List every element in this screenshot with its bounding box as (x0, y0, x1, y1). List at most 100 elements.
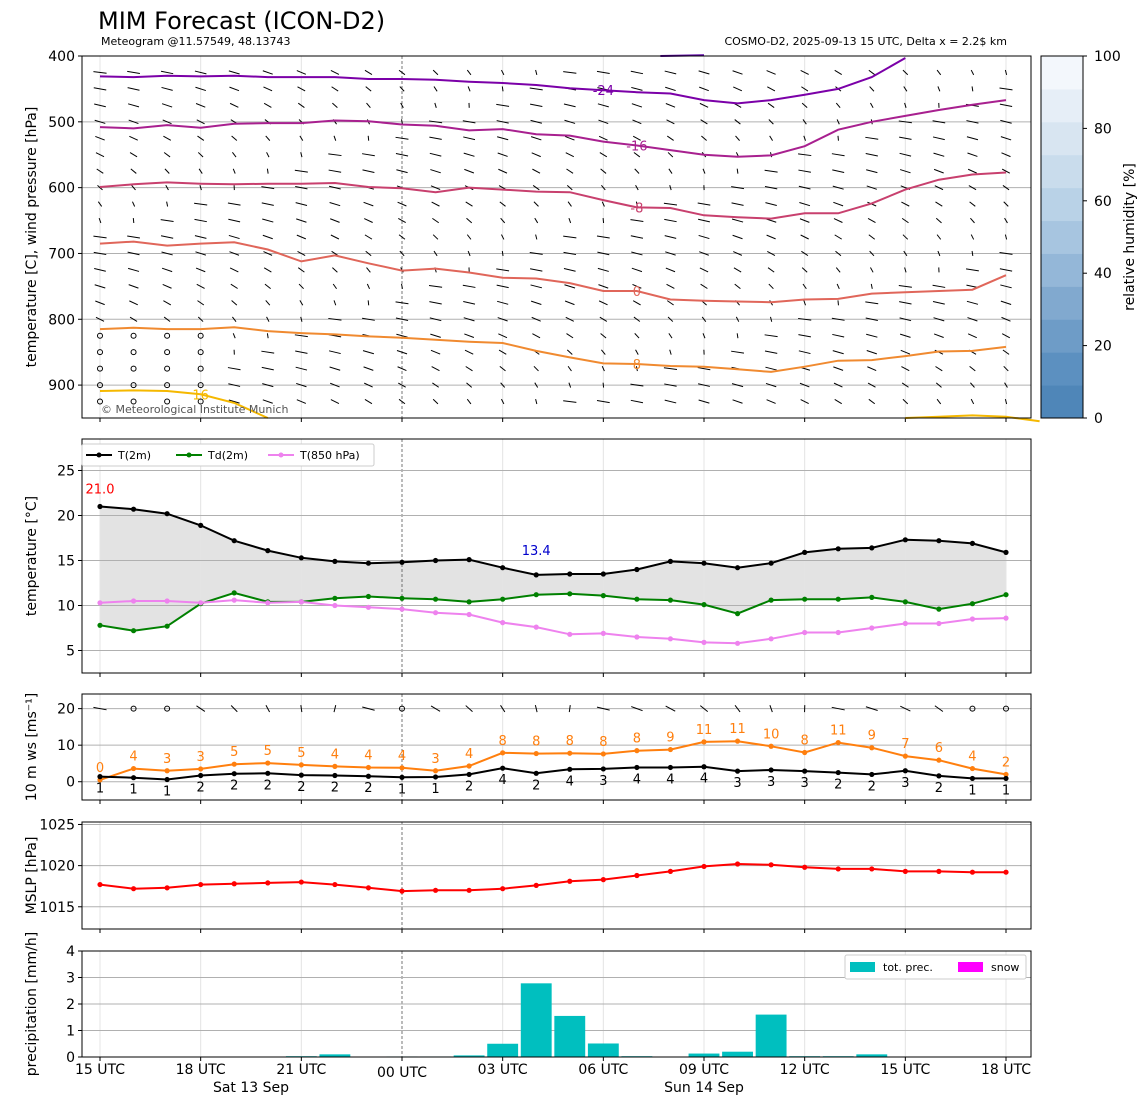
series-point-1 (567, 591, 573, 597)
wind-barb (262, 70, 273, 75)
wind-barb (932, 136, 945, 141)
wind-barb (232, 316, 237, 322)
series-point-1 (734, 611, 741, 617)
wind-barb (366, 102, 371, 109)
colorbar-tick-label: 100 (1094, 49, 1121, 65)
wind-barb (365, 86, 372, 92)
legend-swatch-totprec (850, 962, 875, 972)
calm-circle (164, 349, 171, 356)
wind-barb (266, 168, 269, 174)
wind-barb (801, 267, 808, 273)
wind-value-label: 2 (532, 778, 540, 793)
wind-barb (197, 135, 205, 141)
colorbar-frame (1040, 55, 1084, 419)
wind-barb (936, 234, 942, 240)
wind-barb (197, 316, 204, 322)
wind-barb (501, 234, 505, 240)
wind-barb (596, 706, 610, 711)
mslp-point (936, 868, 942, 874)
wind-barb (799, 382, 810, 388)
wind-barb (699, 267, 709, 273)
wind-barb (665, 267, 676, 273)
mslp-point (667, 868, 674, 874)
wind-barb (731, 186, 745, 190)
wind-barb (631, 706, 643, 712)
wind-barb (901, 217, 909, 224)
wind-barb (769, 135, 773, 141)
wind-barb (732, 70, 743, 75)
wind-barb (160, 70, 174, 75)
calm-circle (969, 705, 976, 712)
wind-barb (330, 399, 340, 404)
wind-barb (530, 136, 542, 141)
wind-barb (434, 102, 437, 108)
wind-barb (563, 400, 577, 403)
wind-barb (501, 69, 505, 76)
wind-barb (95, 316, 105, 322)
meteogram-location: Meteogram @11.57549, 48.13743 (101, 35, 291, 48)
wind-barb (532, 333, 541, 339)
wind-barb (697, 202, 711, 206)
mslp-line (99, 862, 1006, 893)
series-point-2 (634, 634, 640, 640)
wind-barb (195, 103, 206, 108)
wind-barb (98, 217, 102, 224)
wind-barb (801, 86, 809, 92)
upper-ytick-label: 900 (48, 378, 75, 394)
wind-barb (466, 217, 473, 224)
series-point-2 (500, 620, 506, 626)
wind-barb (664, 218, 677, 223)
wind-barb (465, 366, 473, 372)
wind-barb (129, 135, 138, 141)
wind-barb (496, 103, 510, 107)
wind-barb (633, 152, 641, 158)
wind-barb (194, 70, 207, 75)
wind-barb (734, 705, 741, 713)
wind-value-label: 5 (264, 744, 272, 759)
wind-barb (298, 283, 304, 290)
wind-value-label: 4 (499, 773, 507, 788)
wind-barb (904, 102, 907, 108)
wind-barb (95, 152, 105, 158)
dewpoint-spread-fill (100, 506, 1006, 631)
wind-barb (866, 185, 877, 190)
wind-barb (232, 168, 236, 174)
legend-label-t850: T(850 hPa) (299, 449, 360, 462)
wind-barb (498, 168, 508, 174)
wind-value-label: 2 (465, 779, 473, 794)
mslp-point (265, 880, 271, 886)
wind-ytick-label: 0 (66, 775, 75, 791)
legend-marker-td2m (186, 452, 192, 458)
wind-barb (429, 317, 442, 322)
wind-barb (836, 283, 840, 289)
wind-barb (563, 103, 576, 108)
wind-ytick-label: 20 (57, 702, 75, 718)
wind-barb (699, 102, 709, 108)
wind-barb (295, 366, 308, 371)
mslp-point (365, 885, 372, 891)
wind-series-point-0 (164, 768, 170, 774)
wind-barb (265, 135, 271, 141)
wind-barb (966, 136, 979, 141)
wind-value-label: 11 (696, 723, 713, 738)
wind-barb (330, 218, 340, 223)
wind-barb (1003, 201, 1009, 207)
precipitation-ytick-label: 2 (66, 997, 75, 1013)
series-point-0 (97, 503, 103, 510)
wind-barb (500, 217, 506, 224)
wind-barb (533, 201, 539, 207)
wind-barb (530, 284, 543, 289)
wind-barb (161, 267, 173, 273)
wind-barb (563, 268, 576, 272)
wind-barb (736, 333, 739, 339)
precipitation-bar (319, 1054, 351, 1057)
calm-circle (1003, 705, 1009, 712)
wind-barb (965, 268, 979, 272)
wind-barb (904, 267, 907, 273)
legend-swatch-snow (958, 962, 983, 972)
wind-barb (563, 235, 577, 239)
wind-barb (333, 705, 337, 713)
wind-barb (231, 300, 238, 306)
temperature-panel: 5 10 15 20 25 temperature [°C] (24, 438, 1032, 677)
